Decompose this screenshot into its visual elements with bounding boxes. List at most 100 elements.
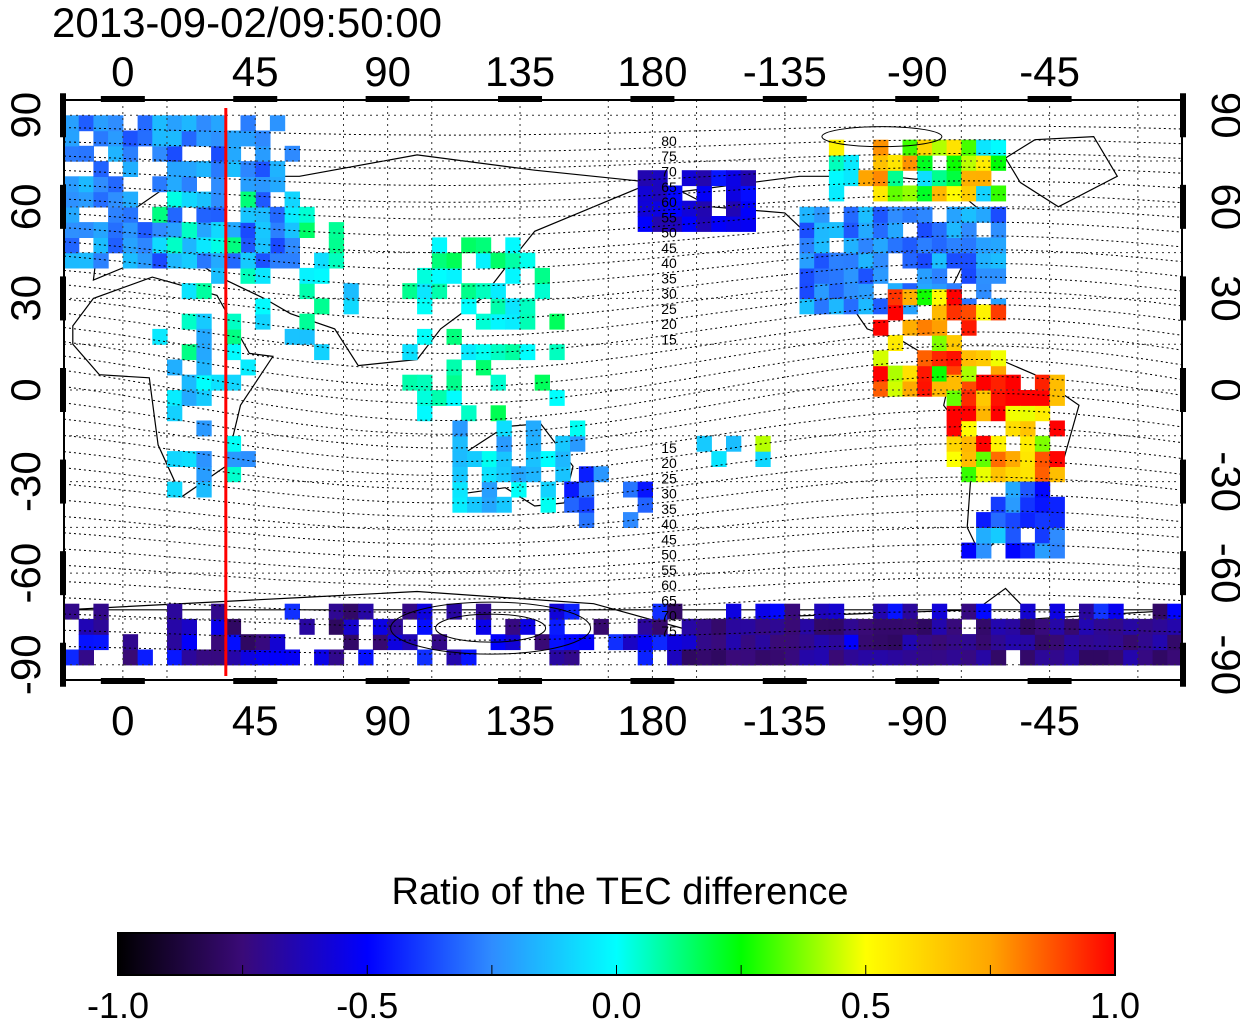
tec-cell [873,237,889,254]
tec-cell [828,298,845,315]
tec-cell [402,374,418,391]
tec-cell [726,603,742,620]
tec-cell [873,618,889,635]
tec-cell [637,170,653,187]
tec-cell [726,200,742,217]
tec-cell [167,176,183,193]
contour-label-south: 35 [661,501,677,517]
tec-cell [755,603,771,620]
tec-cell [976,451,992,467]
tec-cell [78,115,94,132]
tec-cell [946,634,962,651]
tec-cell [240,634,256,651]
tec-cell [873,222,889,238]
contour-label-south: 45 [661,531,677,547]
tec-cell [902,319,918,336]
tec-cell [505,298,521,315]
tec-cell [1049,451,1065,467]
tec-cell [902,649,918,666]
tec-cell [64,222,80,238]
tec-cell [931,365,948,382]
tec-cell [540,481,556,498]
tec-cell [225,145,242,162]
tec-cell [452,496,468,513]
contour-line [64,442,1182,490]
tick-mark-top [762,96,807,102]
tec-cell [549,649,565,666]
tec-cell [578,481,595,498]
tec-cell [167,145,183,162]
tick-mark-right [1180,642,1186,687]
contour-line [64,303,1182,354]
tec-cell [593,618,609,635]
tec-cell [299,313,315,330]
tec-cell [240,649,256,666]
tick-mark-right [1180,459,1186,504]
tec-cell [446,603,462,620]
tec-cell [1079,618,1095,635]
tec-cell [961,170,977,187]
tec-cell [540,451,556,467]
tec-cell [917,380,933,397]
tec-cell [961,350,977,367]
tec-cell [446,267,462,284]
tec-cell [181,374,197,391]
tec-cell [843,237,859,254]
tec-cell [534,267,550,284]
tec-cell [255,298,271,315]
tec-cell [520,298,536,315]
tec-cell [1020,603,1036,620]
tec-cell [446,252,462,269]
tec-cell [211,374,227,391]
tec-cell [828,267,845,284]
tec-cell [990,649,1007,666]
tec-cell [152,328,168,345]
tec-cell [284,649,300,666]
tick-mark-top [365,96,410,102]
tec-cell [1049,390,1065,406]
tec-cell [167,481,183,498]
tec-cell [211,252,227,269]
tick-mark-left [60,551,66,596]
tec-cell [137,649,153,666]
contour-line [64,560,1182,586]
tec-cell [1049,466,1065,483]
tec-cell [843,222,859,238]
tec-cell [211,130,227,147]
tec-cell [976,542,992,559]
tec-cell [225,252,242,269]
tec-cell [976,185,992,202]
tec-cell [990,435,1007,452]
tec-cell [78,649,94,666]
tec-cell [873,170,889,187]
lon-tick-label-bottom: -135 [743,697,827,744]
tec-cell [461,649,477,666]
tec-cell [490,374,506,391]
tec-cell [314,298,330,315]
contour-label-south: 60 [661,577,677,593]
tec-cell [402,344,418,361]
tec-cell [961,390,977,406]
tec-cell [843,170,859,187]
tec-cell [564,649,580,666]
tec-cell [681,170,698,187]
tec-cell [946,237,962,254]
tec-cell [343,603,359,620]
tec-cell [475,237,492,254]
lon-tick-label-bottom: -45 [1019,697,1080,744]
tec-cell [961,139,977,156]
tec-cell [1020,649,1036,666]
tec-cell [931,267,948,284]
tec-cell [496,451,512,467]
tec-cell [681,618,698,635]
tec-cell [946,451,962,467]
tec-cell [946,374,962,391]
tec-cell [931,649,948,666]
tec-cell [858,237,874,254]
tec-cell [814,634,830,651]
tec-cell [225,451,242,467]
tec-cell [843,154,859,171]
tec-cell [1020,420,1036,437]
tec-cell [417,390,433,406]
tec-cell [122,252,139,269]
